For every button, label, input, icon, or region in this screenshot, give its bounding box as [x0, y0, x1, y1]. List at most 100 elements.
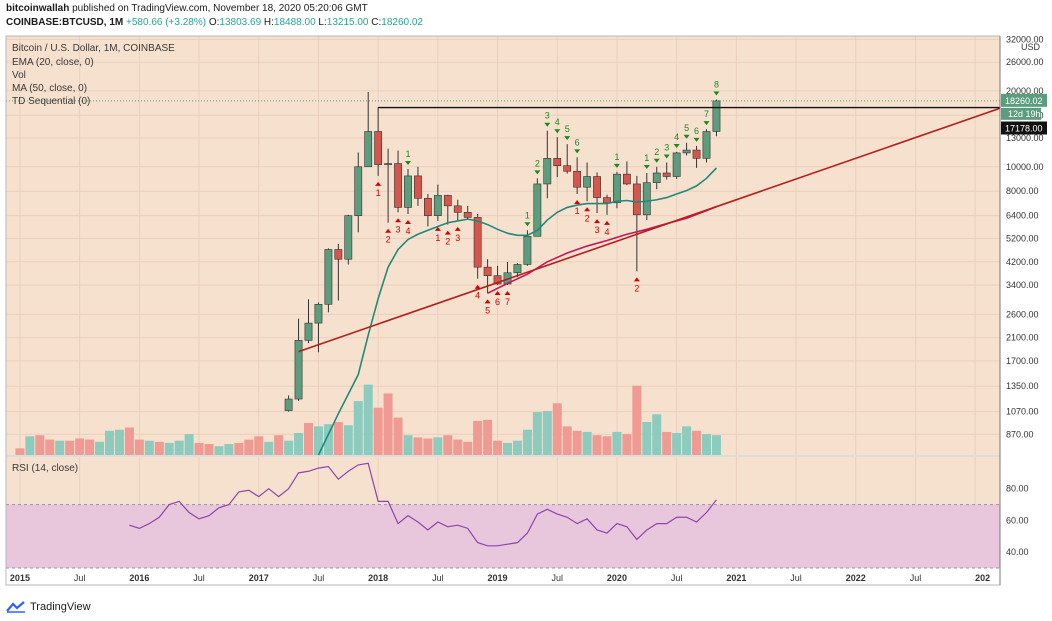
td-buy-count: 2: [445, 237, 450, 247]
candle: [374, 131, 383, 165]
volume-bar: [144, 440, 154, 455]
td-buy-count: 1: [575, 206, 580, 216]
td-buy-count: 3: [455, 233, 460, 243]
candle: [334, 249, 343, 260]
candle: [622, 173, 631, 185]
countdown-tag: [1001, 107, 1041, 120]
td-sell-count: 6: [575, 137, 580, 147]
td-buy-arrow: [434, 226, 441, 231]
volume-bar: [85, 439, 95, 455]
level-price-value: 17178.00: [1005, 124, 1043, 134]
td-sell-count: 2: [654, 147, 659, 157]
volume-bar: [333, 422, 343, 455]
volume-bar: [194, 442, 204, 455]
ma-line: [487, 205, 717, 295]
td-buy-arrow: [494, 290, 501, 295]
month-label: Jul: [74, 573, 86, 583]
year-label: 2019: [488, 573, 508, 583]
candle: [423, 197, 432, 216]
rsi-tick-label: 40.00: [1006, 547, 1029, 557]
candle: [354, 166, 363, 216]
month-label: Jul: [432, 573, 444, 583]
volume-bar: [114, 429, 124, 455]
volume-bar: [522, 429, 532, 455]
chart-title: Bitcoin / U.S. Dollar, 1M, COINBASE: [12, 43, 175, 54]
volume-bar: [702, 434, 711, 455]
td-buy-arrow: [633, 277, 640, 282]
price-tick-label: 20000.00: [1006, 86, 1044, 96]
td-sell-arrow: [713, 91, 720, 96]
candle: [493, 275, 502, 285]
td-buy-count: 1: [376, 188, 381, 198]
rsi-tick-label: 80.00: [1006, 484, 1029, 494]
price-tick-label: 3400.00: [1006, 280, 1039, 290]
candle: [394, 163, 402, 208]
volume-bar: [154, 441, 164, 455]
candle: [433, 195, 442, 216]
td-sell-count: 1: [614, 152, 619, 162]
level-price-tag: [1001, 121, 1047, 135]
author-name: bitcoinwallah: [6, 3, 70, 14]
ema-legend[interactable]: EMA (20, close, 0): [12, 57, 94, 68]
td-sell-count: 7: [704, 109, 709, 119]
candle: [463, 212, 472, 218]
candle: [364, 131, 373, 168]
volume-bar: [35, 435, 45, 455]
td-buy-count: 3: [396, 224, 401, 234]
volume-bar: [274, 435, 284, 455]
td-buy-count: 4: [475, 291, 480, 301]
year-label: 2018: [368, 573, 388, 583]
volume-bar: [592, 435, 602, 455]
td-legend[interactable]: TD Sequential (0): [12, 96, 91, 107]
ema-line: [317, 167, 718, 456]
candle: [304, 322, 313, 341]
td-sell-count: 5: [565, 124, 570, 134]
price-tick-label: 26000.00: [1006, 57, 1044, 67]
candle: [324, 249, 333, 305]
rsi-band: [6, 504, 1000, 568]
rsi-legend[interactable]: RSI (14, close): [12, 463, 79, 474]
volume-bar: [363, 384, 373, 455]
vol-legend[interactable]: Vol: [12, 70, 26, 81]
volume-bar: [682, 426, 692, 455]
volume-bar: [55, 440, 65, 455]
volume-bar: [622, 434, 632, 455]
volume-bar: [95, 441, 105, 455]
tradingview-brand[interactable]: TradingView: [6, 601, 91, 613]
td-sell-arrow: [524, 222, 531, 227]
volume-bar: [692, 430, 702, 455]
candle: [613, 173, 621, 204]
volume-bar: [164, 442, 174, 455]
volume-bar: [582, 431, 592, 455]
candle: [692, 149, 701, 159]
volume-bar: [612, 431, 622, 455]
price-tick-label: 13000.00: [1006, 133, 1044, 143]
td-buy-count: 4: [604, 227, 609, 237]
volume-bar: [45, 439, 55, 455]
volume-bar: [632, 385, 642, 455]
volume-bar: [234, 442, 244, 455]
month-label: Jul: [313, 573, 325, 583]
candle: [603, 197, 611, 204]
td-buy-count: 1: [435, 233, 440, 243]
close-label: C:: [371, 17, 382, 28]
volume-bar: [443, 435, 453, 455]
volume-bar: [134, 439, 144, 455]
td-sell-arrow: [643, 164, 650, 169]
ma-legend[interactable]: MA (50, close, 0): [12, 83, 88, 94]
price-tick-label: 2600.00: [1006, 309, 1039, 319]
candle: [384, 163, 392, 165]
price-tick-label: 1350.00: [1006, 381, 1039, 391]
rsi-tick-label: 60.00: [1006, 515, 1029, 525]
open-value: 13803.69: [219, 17, 262, 28]
countdown-value: 12d 19h: [1008, 109, 1041, 119]
td-sell-count: 1: [525, 210, 530, 220]
price-tick-label: 8000.00: [1006, 186, 1039, 196]
candle: [443, 195, 452, 207]
td-sell-count: 1: [405, 149, 410, 159]
td-sell-arrow: [534, 170, 541, 175]
volume-bars: [15, 384, 721, 455]
volume-bar: [552, 403, 562, 455]
tradingview-logo-icon: [6, 601, 25, 613]
